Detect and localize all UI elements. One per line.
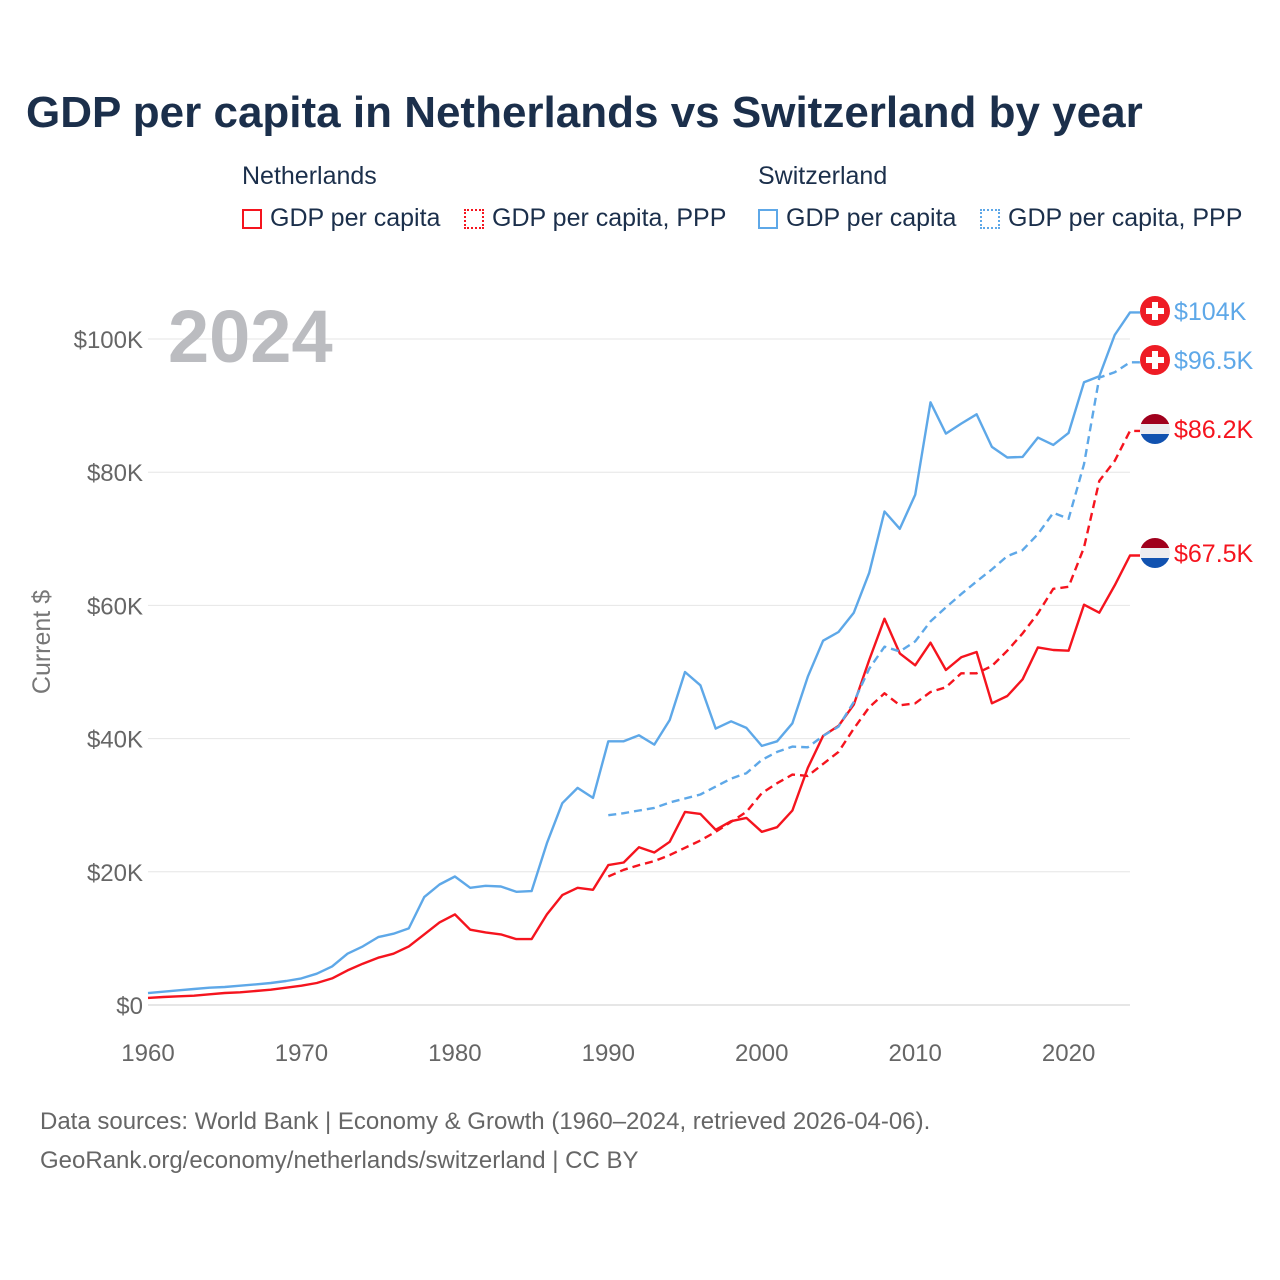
legend-ch-gdp[interactable]: GDP per capita: [758, 204, 956, 233]
footer-sources: Data sources: World Bank | Economy & Gro…: [40, 1108, 931, 1135]
flag-stripe-red: [1140, 538, 1170, 548]
footer-link[interactable]: GeoRank.org/economy/netherlands/switzerl…: [40, 1147, 639, 1174]
netherlands-flag-icon: [1140, 414, 1170, 444]
flag-cross: [1152, 351, 1158, 369]
switzerland-flag-icon: [1140, 345, 1170, 375]
y-axis-label: Current $: [28, 590, 56, 694]
y-tick-label: $100K: [74, 327, 143, 354]
x-tick-label: 2000: [735, 1040, 788, 1067]
netherlands-flag-icon: [1140, 538, 1170, 568]
x-tick-label: 2010: [888, 1040, 941, 1067]
legend-swatch-solid-blue: [758, 208, 778, 229]
flag-circle: [1140, 296, 1170, 326]
x-tick-label: 2020: [1042, 1040, 1095, 1067]
end-value-label: $86.2K: [1174, 416, 1254, 444]
legend-label: GDP per capita, PPP: [492, 204, 727, 232]
legend-swatch-solid-red: [242, 208, 262, 229]
x-tick-label: 1990: [582, 1040, 635, 1067]
legend-ch-ppp[interactable]: GDP per capita, PPP: [980, 204, 1242, 233]
x-tick-label: 1970: [275, 1040, 328, 1067]
end-value-label: $104K: [1174, 298, 1247, 326]
flag-stripe-blue: [1140, 434, 1170, 444]
legend-label: GDP per capita: [786, 204, 957, 232]
legend-label: GDP per capita: [270, 204, 441, 232]
y-tick-label: $0: [116, 993, 143, 1020]
flag-circle: [1140, 345, 1170, 375]
series-line-netherlands-solid: [147, 554, 1140, 1000]
flag-cross: [1152, 302, 1158, 320]
flag-stripe-white: [1140, 548, 1170, 558]
legend-nl-ppp[interactable]: GDP per capita, PPP: [464, 204, 726, 233]
legend-group-netherlands: Netherlands: [242, 162, 377, 190]
flag-stripe-blue: [1140, 558, 1170, 568]
end-value-label: $96.5K: [1174, 347, 1254, 375]
series-line-switzerland-dashed: [608, 361, 1140, 817]
flag-stripe-red: [1140, 414, 1170, 424]
legend-label: GDP per capita, PPP: [1008, 204, 1243, 232]
y-tick-label: $80K: [87, 460, 143, 487]
year-watermark: 2024: [168, 295, 333, 378]
y-tick-label: $60K: [87, 593, 143, 620]
y-tick-label: $40K: [87, 727, 143, 754]
end-value-label: $67.5K: [1174, 540, 1254, 568]
flag-cross: [1146, 308, 1164, 314]
flag-cross: [1146, 357, 1164, 363]
chart-title: GDP per capita in Netherlands vs Switzer…: [26, 88, 1143, 137]
x-tick-label: 1980: [428, 1040, 481, 1067]
series-line-netherlands-dashed: [607, 429, 1140, 878]
legend-group-switzerland: Switzerland: [758, 162, 888, 190]
legend-swatch-dashed-red: [464, 208, 484, 229]
legend-nl-gdp[interactable]: GDP per capita: [242, 204, 440, 233]
legend-swatch-dashed-blue: [980, 208, 1000, 229]
flag-stripe-white: [1140, 424, 1170, 434]
switzerland-flag-icon: [1140, 296, 1170, 326]
x-tick-label: 1960: [121, 1040, 174, 1067]
y-tick-label: $20K: [87, 860, 143, 887]
series-line-switzerland-solid: [147, 311, 1140, 995]
